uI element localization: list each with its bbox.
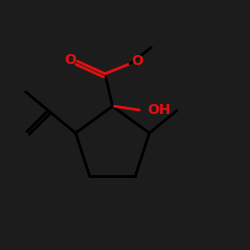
Text: O: O (64, 53, 76, 67)
Text: O: O (131, 54, 143, 68)
Text: OH: OH (148, 103, 171, 117)
